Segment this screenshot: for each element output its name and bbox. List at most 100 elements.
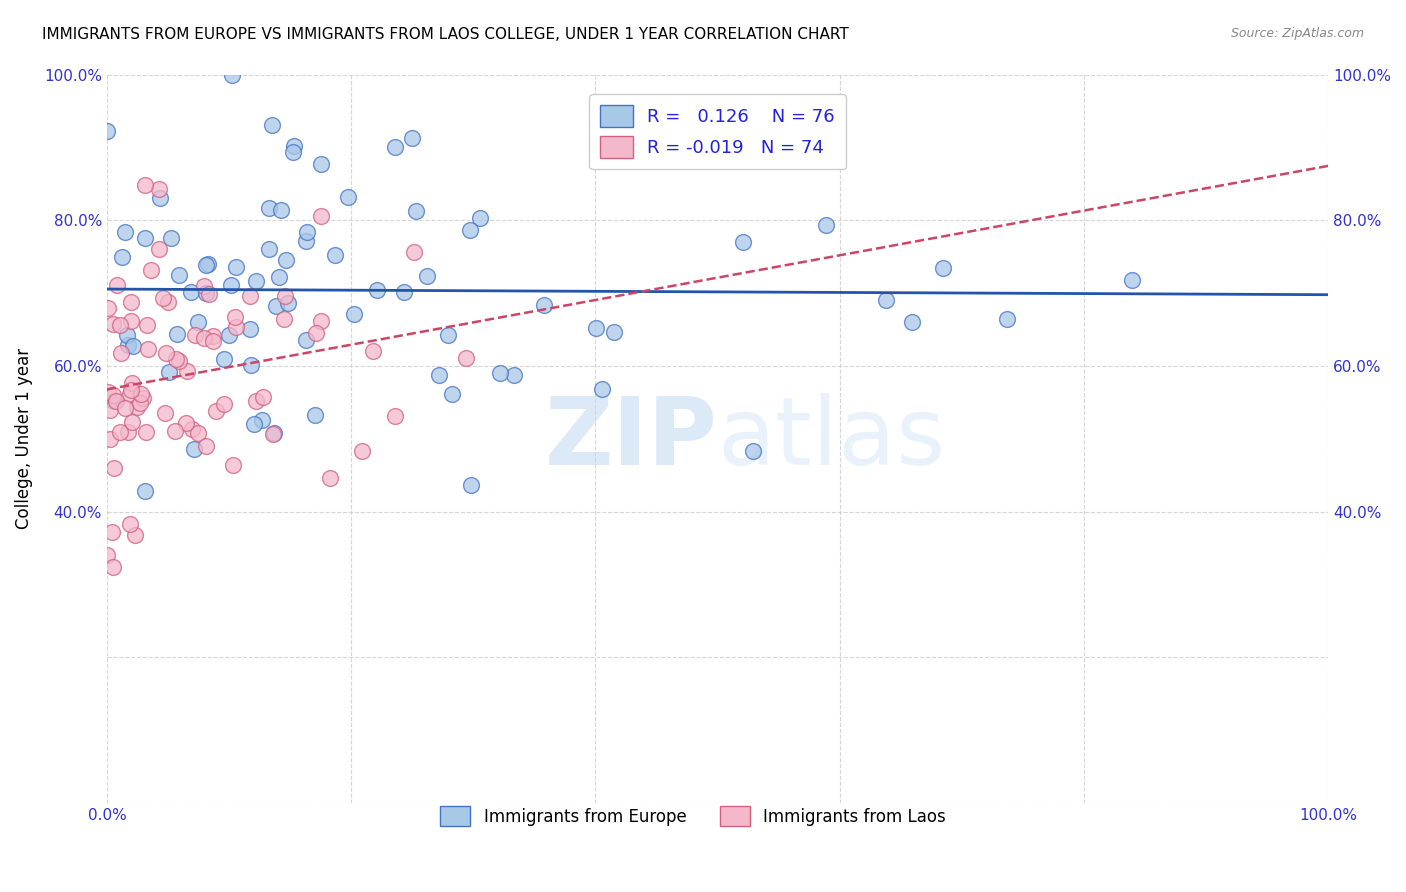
- Point: [155, 346, 177, 360]
- Point: [134, 231, 156, 245]
- Point: [277, 296, 299, 310]
- Point: [97, 301, 120, 316]
- Point: [458, 223, 481, 237]
- Point: [197, 257, 219, 271]
- Point: [111, 251, 134, 265]
- Text: IMMIGRANTS FROM EUROPE VS IMMIGRANTS FROM LAOS COLLEGE, UNDER 1 YEAR CORRELATION: IMMIGRANTS FROM EUROPE VS IMMIGRANTS FRO…: [42, 27, 849, 42]
- Point: [122, 338, 145, 352]
- Point: [295, 225, 318, 239]
- Point: [404, 245, 426, 260]
- Point: [263, 426, 285, 441]
- Point: [195, 259, 218, 273]
- Point: [134, 483, 156, 498]
- Point: [110, 318, 132, 332]
- Point: [384, 140, 406, 154]
- Point: [502, 368, 524, 382]
- Point: [114, 401, 136, 415]
- Point: [98, 432, 121, 446]
- Point: [202, 334, 225, 348]
- Point: [239, 321, 262, 335]
- Point: [120, 294, 142, 309]
- Point: [283, 138, 305, 153]
- Point: [117, 425, 139, 440]
- Point: [741, 444, 763, 458]
- Point: [245, 274, 267, 288]
- Point: [392, 285, 415, 300]
- Point: [262, 118, 284, 132]
- Point: [117, 338, 139, 352]
- Point: [225, 320, 247, 334]
- Point: [157, 365, 180, 379]
- Point: [311, 209, 333, 223]
- Point: [101, 387, 124, 401]
- Point: [875, 293, 897, 308]
- Point: [591, 382, 613, 396]
- Point: [135, 318, 157, 333]
- Point: [160, 231, 183, 245]
- Point: [257, 242, 280, 256]
- Point: [105, 278, 128, 293]
- Point: [114, 225, 136, 239]
- Point: [110, 346, 132, 360]
- Point: [243, 417, 266, 431]
- Point: [337, 189, 360, 203]
- Point: [309, 157, 332, 171]
- Point: [267, 269, 290, 284]
- Point: [441, 387, 464, 401]
- Point: [427, 368, 450, 382]
- Point: [104, 393, 127, 408]
- Point: [270, 202, 292, 217]
- Point: [257, 201, 280, 215]
- Point: [153, 406, 176, 420]
- Point: [163, 424, 186, 438]
- Point: [103, 461, 125, 475]
- Point: [187, 426, 209, 441]
- Point: [273, 311, 295, 326]
- Point: [148, 182, 170, 196]
- Point: [149, 191, 172, 205]
- Point: [295, 234, 318, 248]
- Y-axis label: College, Under 1 year: College, Under 1 year: [15, 348, 32, 529]
- Point: [262, 426, 284, 441]
- Point: [166, 326, 188, 341]
- Point: [366, 283, 388, 297]
- Point: [97, 384, 120, 399]
- Point: [129, 387, 152, 401]
- Point: [294, 333, 316, 347]
- Point: [124, 528, 146, 542]
- Point: [384, 409, 406, 424]
- Point: [197, 286, 219, 301]
- Point: [120, 386, 142, 401]
- Point: [115, 328, 138, 343]
- Point: [218, 328, 240, 343]
- Point: [932, 261, 955, 276]
- Point: [219, 277, 242, 292]
- Point: [183, 442, 205, 456]
- Point: [489, 366, 512, 380]
- Point: [193, 331, 215, 345]
- Point: [416, 269, 439, 284]
- Point: [245, 393, 267, 408]
- Point: [252, 390, 274, 404]
- Point: [103, 393, 125, 408]
- Point: [815, 218, 838, 232]
- Point: [239, 289, 262, 303]
- Point: [120, 314, 142, 328]
- Point: [180, 285, 202, 299]
- Point: [167, 353, 190, 368]
- Point: [468, 211, 491, 226]
- Point: [437, 327, 460, 342]
- Point: [132, 391, 155, 405]
- Point: [309, 313, 332, 327]
- Point: [120, 516, 142, 531]
- Point: [98, 403, 121, 417]
- Legend: Immigrants from Europe, Immigrants from Laos: Immigrants from Europe, Immigrants from …: [432, 797, 955, 835]
- Point: [205, 404, 228, 418]
- Point: [136, 342, 159, 356]
- Point: [533, 297, 555, 311]
- Point: [350, 443, 373, 458]
- Point: [120, 383, 142, 397]
- Point: [273, 289, 295, 303]
- Point: [603, 325, 626, 339]
- Point: [134, 178, 156, 193]
